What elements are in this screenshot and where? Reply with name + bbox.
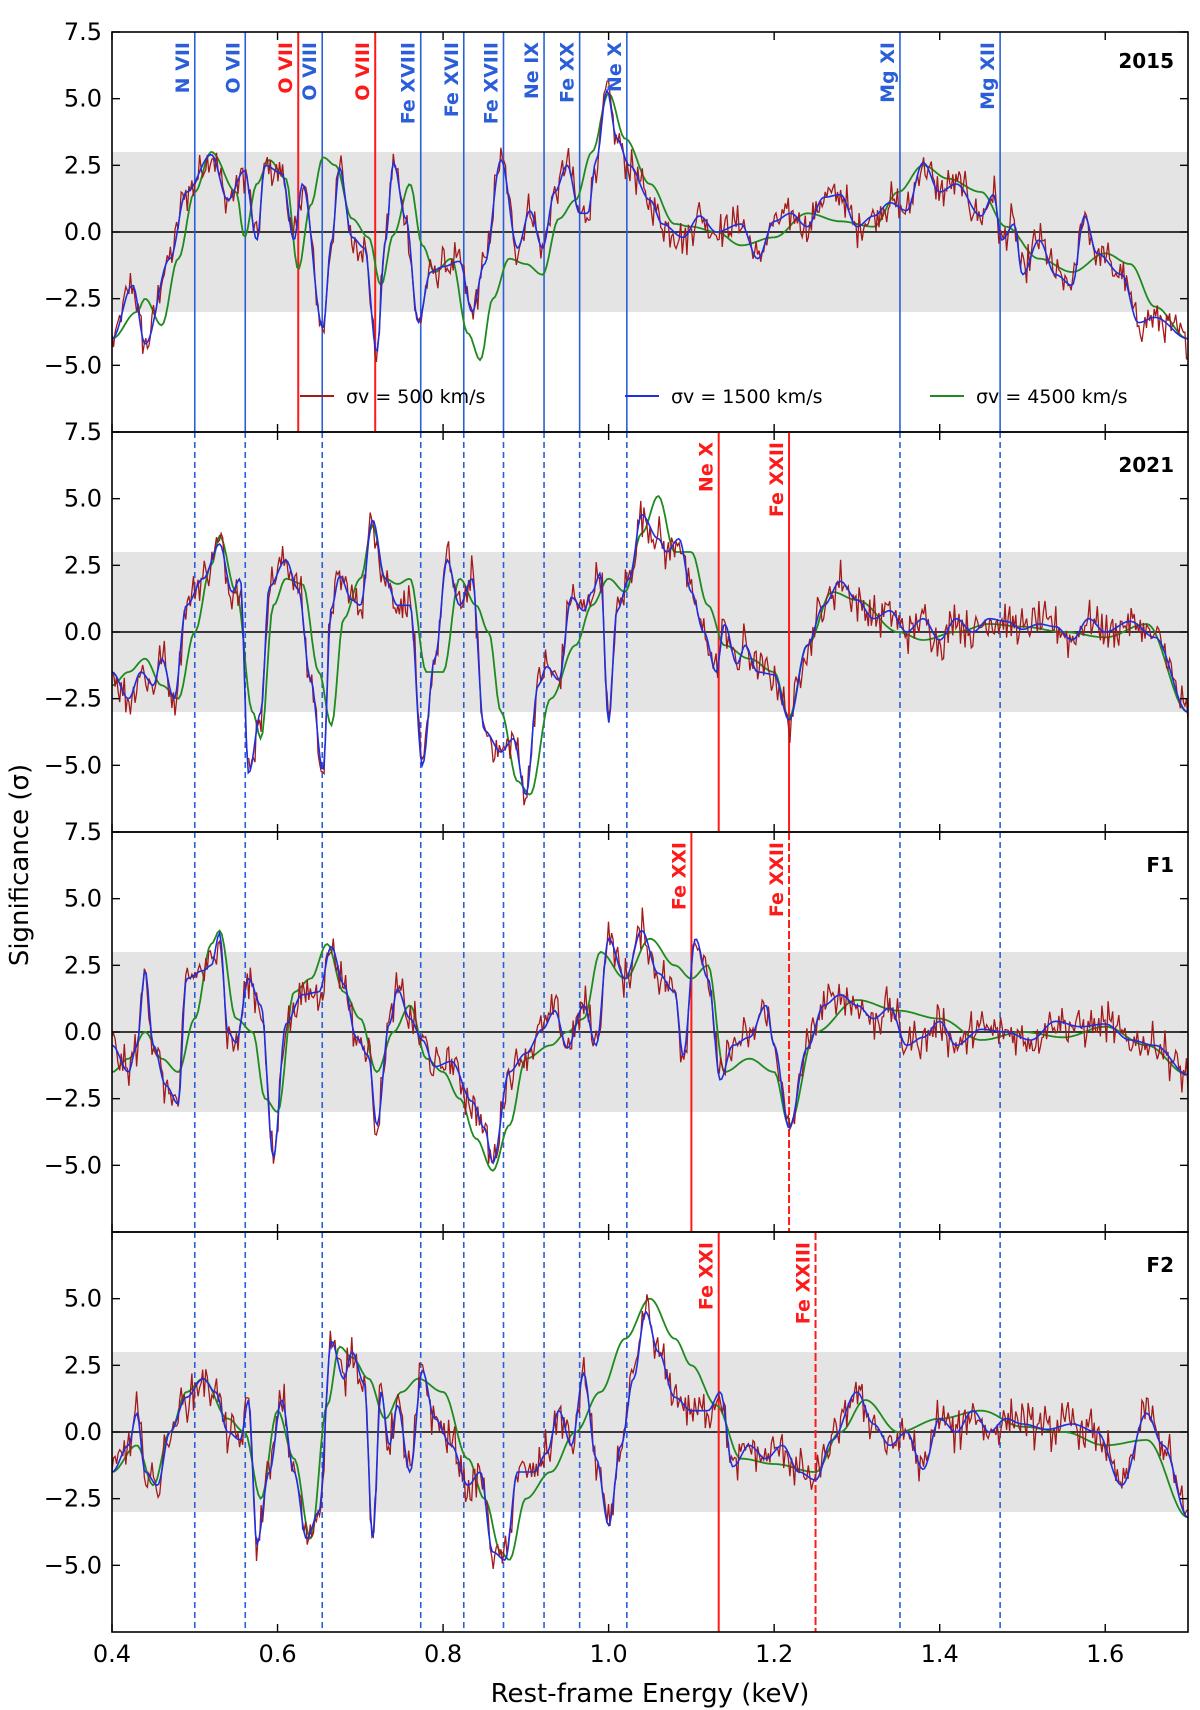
blue-line-label: Mg XI: [877, 42, 899, 103]
y-axis-label: Significance (σ): [5, 764, 35, 966]
series-1500: [112, 1310, 1188, 1561]
x-tick-label: 0.8: [424, 1640, 462, 1668]
red-line-label: Ne X: [696, 442, 718, 492]
panel-label: 2015: [1118, 49, 1174, 73]
blue-line-label: O VIII: [299, 42, 321, 101]
legend-entry: σv = 4500 km/s: [976, 386, 1128, 408]
panel-label: F1: [1146, 853, 1174, 877]
y-tick-label: 0.0: [64, 218, 102, 246]
y-tick-label: −2.5: [44, 285, 102, 313]
y-tick-label: 5.0: [64, 1285, 102, 1313]
blue-line-label: Fe XVIII: [398, 42, 420, 124]
red-line-label: Fe XXII: [766, 442, 788, 517]
blue-line-label: O VII: [222, 42, 244, 94]
y-tick-label: 7.5: [64, 18, 102, 46]
blue-line-label: Fe XVII: [441, 42, 463, 117]
x-tick-label: 0.4: [93, 1640, 131, 1668]
red-line-label: O VIII: [352, 42, 374, 101]
red-line-label: Fe XXIII: [793, 1242, 815, 1324]
y-tick-label: 2.5: [64, 951, 102, 979]
y-tick-label: −2.5: [44, 1485, 102, 1513]
red-line-label: Fe XXI: [668, 842, 690, 910]
curves: [112, 78, 1188, 363]
y-tick-label: 5.0: [64, 85, 102, 113]
y-tick-label: −5.0: [44, 1551, 102, 1579]
curves: [112, 494, 1188, 806]
blue-line-label: N VII: [172, 42, 194, 93]
blue-line-label: Ne IX: [521, 42, 543, 99]
red-line-label: Fe XXII: [766, 842, 788, 917]
series-1500: [112, 930, 1188, 1164]
legend-entry: σv = 500 km/s: [346, 386, 485, 408]
blue-line-label: Fe XX: [557, 42, 579, 103]
panel-label: 2021: [1118, 453, 1174, 477]
blue-line-label: Ne X: [604, 42, 626, 92]
y-tick-label: 0.0: [64, 618, 102, 646]
y-tick-label: −5.0: [44, 751, 102, 779]
x-tick-label: 1.0: [590, 1640, 628, 1668]
panel-f2: −5.0 −2.5 0.0 2.5 5.0 0.4 0.6 0.8 1.0 1.2 1.4 1.6 F2…: [44, 1231, 1189, 1668]
panel-2021: −5.0 −2.5 0.0 2.5 5.0 7.5 2021 Ne X Fe XXII: [44, 418, 1189, 833]
panel-f1: −5.0 −2.5 0.0 2.5 5.0 7.5 F1 Fe XXI Fe XXII: [44, 818, 1189, 1233]
y-tick-label: 5.0: [64, 885, 102, 913]
y-tick-label: 2.5: [64, 551, 102, 579]
y-tick-label: 7.5: [64, 818, 102, 846]
y-tick-label: 0.0: [64, 1018, 102, 1046]
x-tick-label: 0.6: [258, 1640, 296, 1668]
x-tick-label: 1.6: [1086, 1640, 1124, 1668]
x-tick-label: 1.4: [921, 1640, 959, 1668]
series-1500: [112, 514, 1188, 796]
y-tick-label: 7.5: [64, 418, 102, 446]
blue-line-label: Fe XVIII: [480, 42, 502, 124]
curves: [112, 907, 1188, 1172]
red-line-label: O VII: [275, 42, 297, 94]
series-4500: [112, 92, 1188, 362]
y-tick-label: −2.5: [44, 1085, 102, 1113]
x-axis-label: Rest-frame Energy (keV): [491, 1679, 810, 1709]
blue-line-label: Mg XII: [977, 42, 999, 110]
y-tick-label: −5.0: [44, 351, 102, 379]
y-tick-label: 2.5: [64, 151, 102, 179]
legend-entry: σv = 1500 km/s: [671, 386, 823, 408]
series-4500: [112, 494, 1188, 796]
panel-label: F2: [1146, 1253, 1174, 1277]
y-tick-label: −5.0: [44, 1151, 102, 1179]
red-line-label: Fe XXI: [696, 1242, 718, 1310]
y-tick-label: 0.0: [64, 1418, 102, 1446]
y-tick-label: 2.5: [64, 1351, 102, 1379]
curves: [112, 1294, 1188, 1569]
series-1500: [112, 88, 1188, 353]
y-tick-label: −2.5: [44, 685, 102, 713]
x-tick-label: 1.2: [755, 1640, 793, 1668]
y-tick-label: 5.0: [64, 485, 102, 513]
